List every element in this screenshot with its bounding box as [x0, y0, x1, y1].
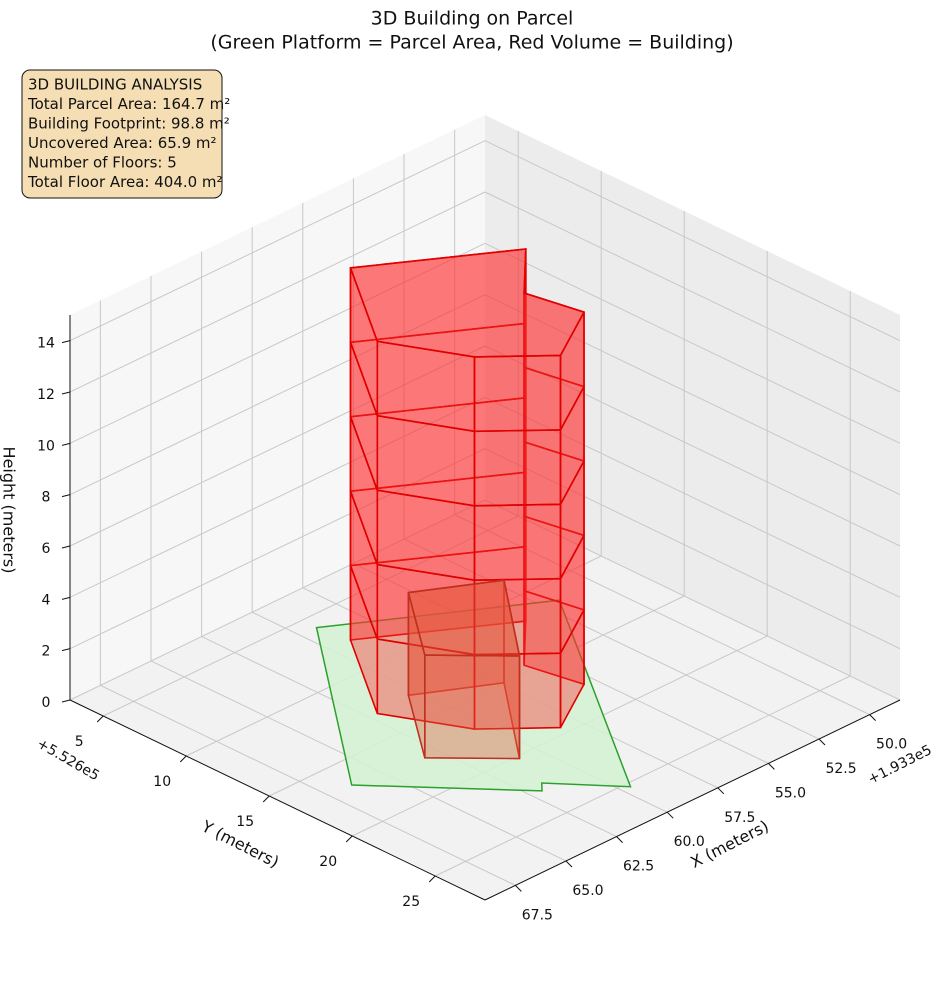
z-tick-label: 10: [37, 438, 55, 454]
y-tick-label: 20: [319, 854, 337, 870]
y-tick: [262, 795, 270, 803]
y-tick: [96, 715, 104, 723]
z-tick: [61, 545, 71, 549]
x-tick: [565, 860, 573, 868]
x-tick: [818, 738, 826, 746]
chart-title: 3D Building on Parcel: [371, 8, 574, 30]
info-line: Uncovered Area: 65.9 m²: [28, 134, 217, 152]
grid-line: [484, 191, 901, 393]
x-tick-label: 52.5: [825, 761, 856, 777]
z-tick-label: 0: [42, 695, 51, 711]
z-tick: [61, 648, 71, 652]
y-tick: [428, 875, 436, 883]
x-tick-label: 60.0: [674, 834, 705, 850]
y-tick-label: 5: [75, 734, 84, 750]
x-tick: [768, 763, 775, 770]
z-tick: [61, 340, 71, 344]
grid-line: [484, 499, 901, 701]
grid-line: [434, 675, 851, 877]
grid-line: [69, 191, 486, 393]
grid-line: [100, 684, 516, 886]
z-tick: [61, 391, 71, 395]
grid-line: [69, 396, 486, 598]
building-wall: [473, 503, 562, 582]
chart-subtitle: (Green Platform = Parcel Area, Red Volum…: [210, 32, 733, 54]
building-roof: [407, 579, 521, 657]
info-line: Total Parcel Area: 164.7 m²: [27, 95, 230, 113]
y-offset-label: +5.526e5: [34, 736, 102, 785]
z-tick-label: 2: [42, 644, 51, 660]
z-tick-label: 4: [42, 592, 51, 608]
x-tick: [717, 787, 725, 795]
grid-line: [484, 242, 901, 444]
grid-line: [403, 538, 820, 740]
z-axis-label: Height (meters): [0, 447, 19, 574]
building-roof: [349, 248, 586, 358]
x-tick-label: 67.5: [522, 907, 553, 923]
x-tick: [869, 714, 876, 721]
pane-back-left: [70, 115, 485, 700]
z-tick: [61, 596, 71, 600]
x-tick: [515, 885, 522, 892]
plot-area: 50.052.555.057.560.062.565.067.551015202…: [37, 115, 907, 923]
info-line: Number of Floors: 5: [28, 154, 177, 172]
grid-line: [484, 294, 901, 496]
grid-line: [102, 515, 519, 717]
x-tick-label: 65.0: [572, 883, 603, 899]
building-wall: [423, 654, 521, 760]
z-tick: [61, 442, 71, 446]
y-tick: [345, 835, 353, 843]
pane-back-right: [485, 115, 900, 700]
z-tick-label: 12: [37, 387, 55, 403]
z-tick: [61, 699, 71, 703]
y-tick-label: 25: [402, 894, 420, 910]
y-axis: [69, 699, 486, 901]
x-tick-label: 55.0: [775, 785, 806, 801]
info-line: Building Footprint: 98.8 m²: [28, 115, 230, 133]
grid-line: [69, 499, 486, 701]
grid-line: [69, 294, 486, 496]
parcel: [315, 599, 632, 792]
x-tick: [616, 836, 623, 843]
z-tick-label: 8: [42, 490, 51, 506]
y-tick: [179, 755, 187, 763]
x-tick: [666, 811, 674, 819]
building-wall: [473, 429, 562, 507]
grid-line: [484, 140, 901, 342]
y-tick-label: 15: [236, 814, 254, 830]
x-tick-label: 62.5: [623, 859, 654, 875]
z-tick: [61, 494, 71, 498]
grid-line: [69, 448, 486, 650]
grid-line: [484, 345, 901, 547]
grid-line: [69, 345, 486, 547]
x-axis: [484, 699, 901, 901]
grid-line: [69, 140, 486, 342]
z-tick-label: 14: [37, 336, 55, 352]
building-wall: [473, 354, 562, 433]
info-line: 3D BUILDING ANALYSIS: [28, 76, 202, 94]
x-tick-label: 57.5: [724, 810, 755, 826]
info-line: Total Floor Area: 404.0 m²: [27, 173, 223, 191]
y-tick-label: 10: [153, 774, 171, 790]
grid-line: [69, 242, 486, 444]
info-box: [21, 69, 223, 199]
grid-line: [484, 448, 901, 650]
x-tick-label: 50.0: [876, 737, 907, 753]
z-tick-label: 6: [42, 541, 51, 557]
